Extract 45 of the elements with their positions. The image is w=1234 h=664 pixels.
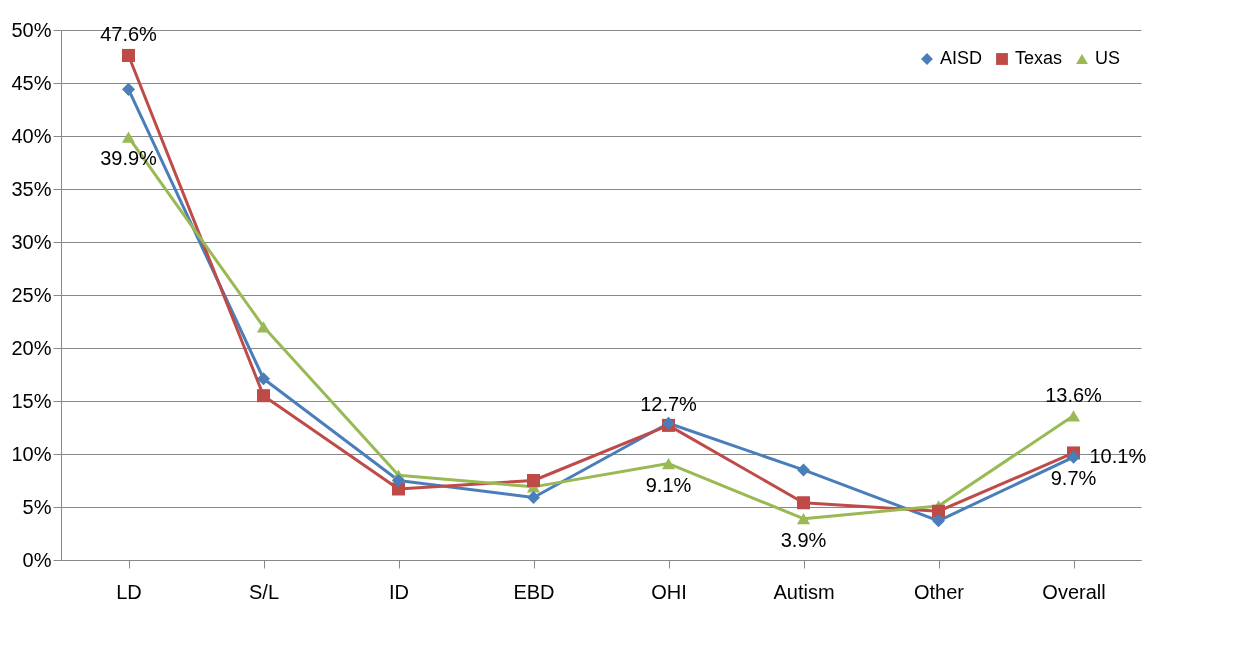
y-tick-label: 30% (11, 230, 52, 253)
point (121, 131, 136, 143)
data-label: 3.9% (780, 528, 827, 551)
point (256, 372, 271, 386)
point (256, 389, 271, 403)
x-tick-label: Other (913, 580, 965, 603)
point (391, 473, 406, 488)
point (526, 473, 541, 488)
point (121, 82, 136, 96)
y-tick-label: 50% (11, 18, 52, 41)
point (796, 463, 811, 477)
x-tick-label: S/L (248, 580, 280, 603)
y-tick-label: 35% (11, 177, 52, 200)
legend-label: US (1095, 48, 1121, 68)
y-tick-label: 20% (11, 336, 52, 359)
x-tick-label: Autism (773, 580, 835, 603)
y-tick-label: 0% (22, 548, 52, 571)
point (526, 490, 541, 504)
data-label: 47.6% (100, 23, 158, 46)
y-tick-label: 45% (11, 71, 52, 94)
x-tick-label: OHI (651, 580, 687, 603)
point (121, 48, 136, 62)
point (256, 321, 271, 333)
point (661, 457, 676, 470)
point (931, 514, 946, 528)
point (796, 496, 811, 510)
x-tick-label: ID (389, 580, 409, 603)
x-tick-label: LD (116, 580, 142, 603)
point (796, 513, 811, 525)
data-label: 10.1% (1089, 444, 1147, 467)
data-label: 12.7% (640, 393, 698, 416)
y-tick-label: 5% (22, 495, 52, 518)
data-label: 9.7% (1050, 467, 1097, 490)
legend-label: Texas (1015, 48, 1063, 68)
x-tick-label: EBD (513, 580, 555, 603)
point (1066, 410, 1081, 422)
data-label: 9.1% (645, 473, 692, 496)
y-tick-label: 25% (11, 283, 52, 306)
point (1066, 450, 1081, 464)
y-tick-label: 10% (11, 442, 52, 465)
legend-label: AISD (940, 48, 983, 68)
y-tick-label: 15% (11, 389, 52, 412)
x-tick-label: Overall (1042, 580, 1106, 603)
data-label: 13.6% (1045, 383, 1103, 406)
y-tick-label: 40% (11, 124, 52, 147)
